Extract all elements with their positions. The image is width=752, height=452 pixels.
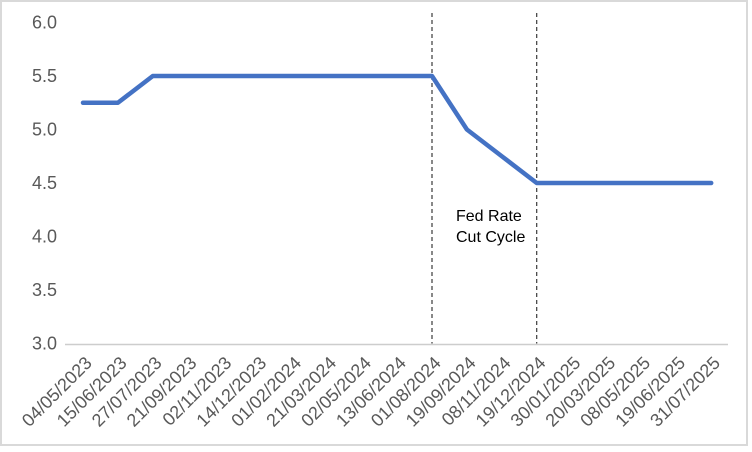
y-axis-tick-label: 5.5 — [32, 66, 57, 86]
y-axis-tick-label: 4.5 — [32, 173, 57, 193]
y-axis-tick-label: 4.0 — [32, 227, 57, 247]
annotation-fed-rate-cut-cycle: Fed Rate Cut Cycle — [456, 206, 525, 248]
annotation-line-2: Cut Cycle — [456, 229, 526, 246]
y-axis-tick-label: 5.0 — [32, 120, 57, 140]
y-axis-tick-label: 6.0 — [32, 13, 57, 33]
chart-canvas: 6.05.55.04.54.03.53.004/05/202315/06/202… — [18, 13, 728, 431]
fed-rate-series-line — [80, 73, 714, 186]
annotation-line-1: Fed Rate — [456, 208, 522, 225]
y-axis-tick-label: 3.5 — [32, 280, 57, 300]
y-axis-tick-label: 3.0 — [32, 334, 57, 354]
